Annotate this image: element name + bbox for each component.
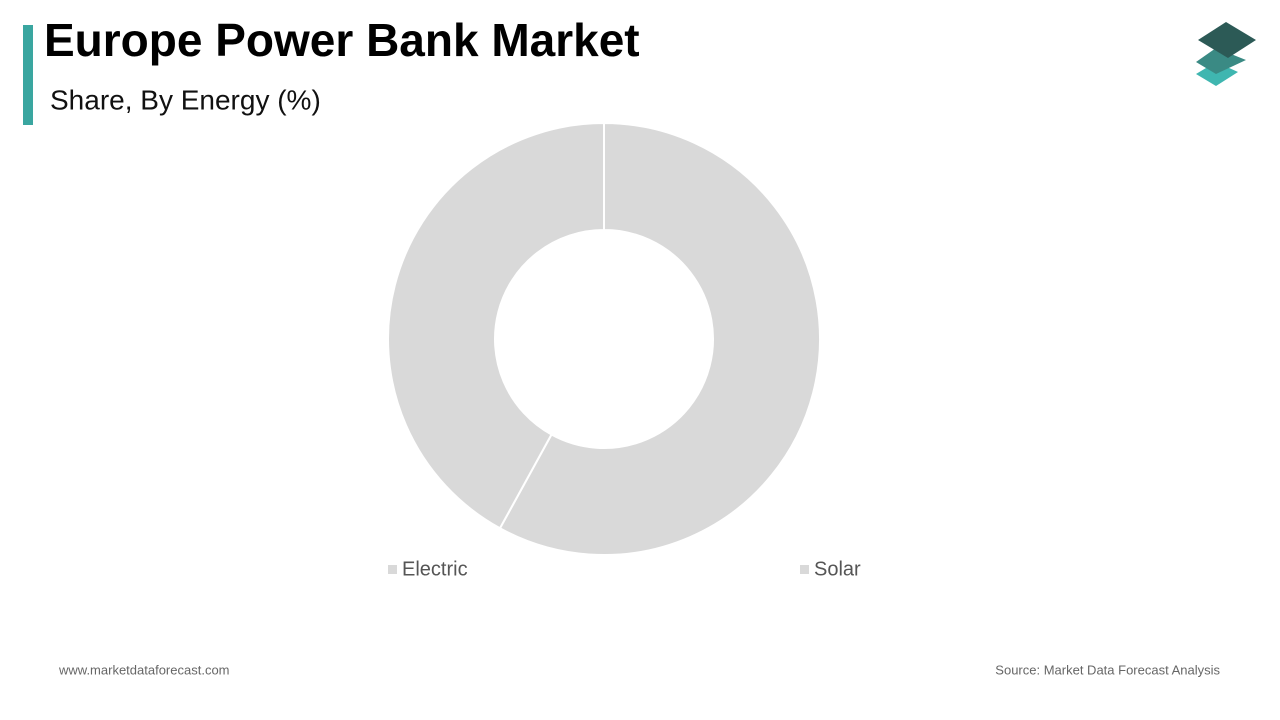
- logo: [1196, 22, 1256, 86]
- legend-marker: [800, 565, 809, 574]
- chart-subtitle: Share, By Energy (%): [50, 84, 321, 115]
- legend-label: Electric: [402, 558, 468, 580]
- chart-title: Europe Power Bank Market: [44, 14, 640, 66]
- source: Source: Market Data Forecast Analysis: [995, 662, 1220, 677]
- donut-segment: [387, 121, 605, 530]
- donut-segment: [498, 121, 821, 556]
- legend-marker: [388, 565, 397, 574]
- legend-label: Solar: [814, 558, 861, 580]
- website: www.marketdataforecast.com: [58, 662, 230, 677]
- title-accent-bar: [23, 25, 33, 125]
